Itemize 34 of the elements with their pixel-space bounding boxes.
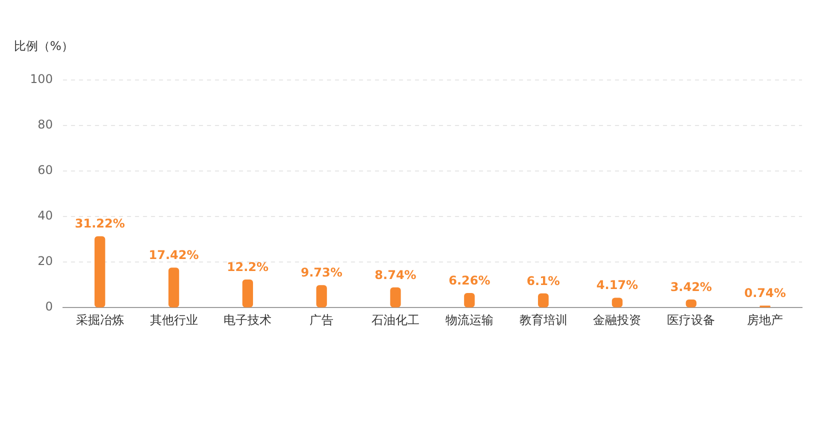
x-tick-label: 其他行业 <box>150 312 198 327</box>
x-tick-label: 广告 <box>310 312 334 327</box>
y-tick-label: 60 <box>38 163 53 178</box>
y-tick-label: 0 <box>45 300 53 314</box>
y-axis-title: 比例（%） <box>14 38 74 55</box>
data-label: 0.74% <box>744 286 786 300</box>
bar <box>94 236 106 308</box>
bar <box>464 293 475 308</box>
data-label: 8.74% <box>374 268 416 282</box>
data-label: 12.2% <box>226 260 268 274</box>
x-tick-label: 采掘冶炼 <box>76 312 124 327</box>
y-tick-label: 80 <box>38 118 53 132</box>
bar <box>538 293 549 308</box>
x-tick-label: 电子技术 <box>224 312 272 327</box>
data-label: 6.26% <box>448 273 490 288</box>
y-tick-label: 40 <box>38 208 53 223</box>
y-tick-label: 20 <box>38 254 53 268</box>
y-tick-label: 100 <box>30 72 53 86</box>
data-label: 3.42% <box>670 280 712 294</box>
x-tick-label: 金融投资 <box>593 312 642 327</box>
x-tick-label: 物流运输 <box>445 312 494 327</box>
data-label: 6.1% <box>526 274 560 288</box>
data-label: 4.17% <box>596 278 638 292</box>
x-tick-label: 房地产 <box>747 312 784 327</box>
bar <box>390 287 401 308</box>
data-label: 17.42% <box>148 248 199 262</box>
x-tick-label: 教育培训 <box>519 312 568 327</box>
x-tick-label: 石油化工 <box>371 312 420 327</box>
bar <box>242 280 254 308</box>
bar <box>316 285 327 308</box>
bar <box>168 268 180 308</box>
x-tick-label: 医疗设备 <box>667 312 716 327</box>
data-label: 31.22% <box>74 216 125 231</box>
data-label: 9.73% <box>300 266 342 280</box>
